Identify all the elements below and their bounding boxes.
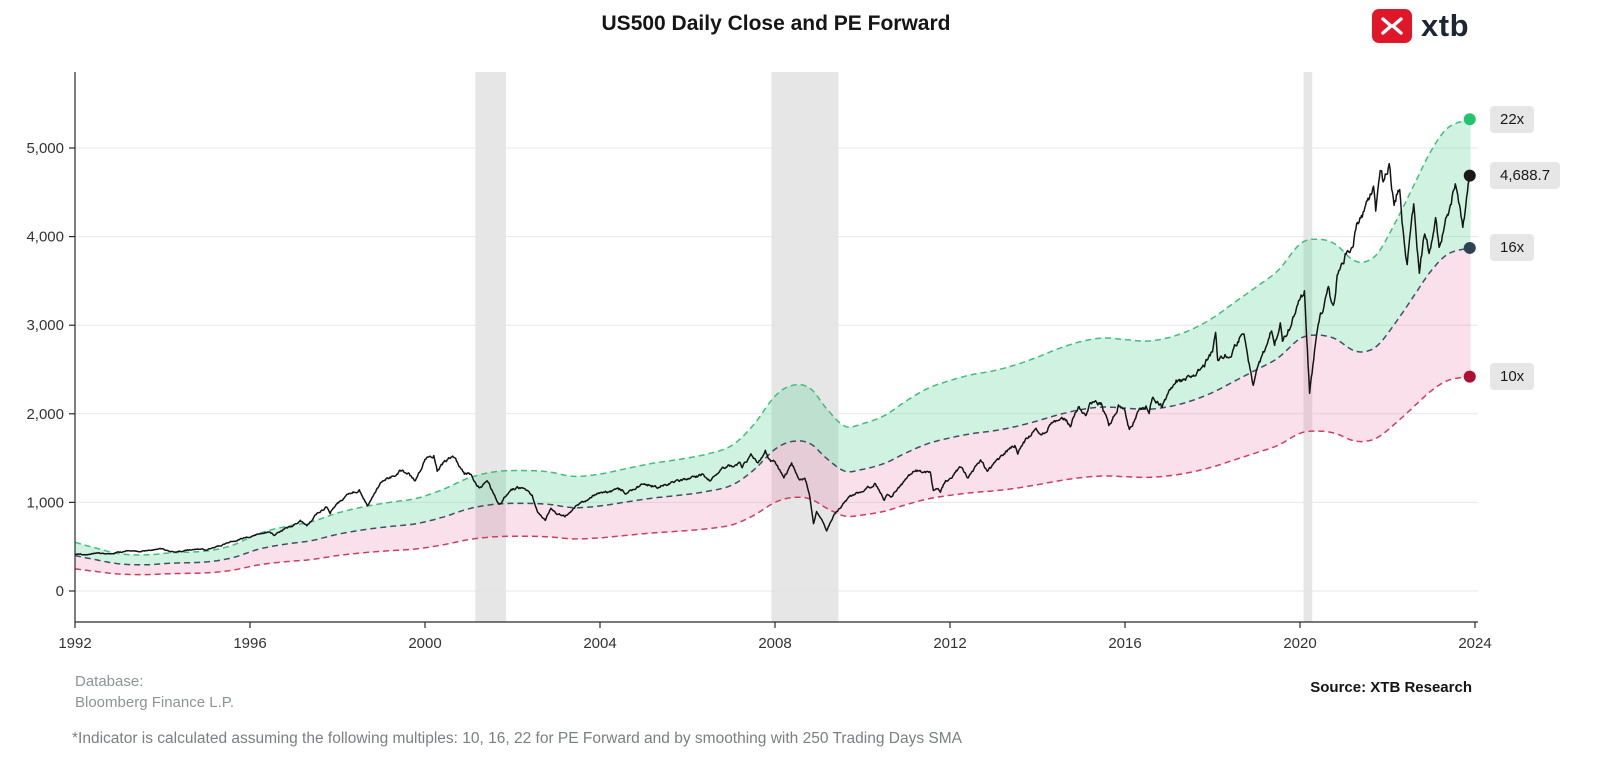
y-tick-label: 2,000 (26, 406, 64, 423)
us500-close-line (75, 162, 1471, 556)
chart-title: US500 Daily Close and PE Forward (601, 12, 951, 35)
database-value: Bloomberg Finance L.P. (75, 694, 234, 711)
y-tick-label: 4,000 (26, 229, 64, 246)
x-tick-label: 2024 (1458, 635, 1491, 652)
database-label: Database: (75, 673, 144, 690)
band-10x-16x (75, 247, 1471, 575)
database-credit: Database: Bloomberg Finance L.P. (75, 671, 234, 713)
line-10x (75, 375, 1471, 576)
x-tick-label: 1992 (58, 635, 91, 652)
y-tick-label: 3,000 (26, 317, 64, 334)
band-16x-22x (75, 119, 1471, 565)
x-tick-label: 1996 (233, 635, 266, 652)
x-tick-label: 2020 (1283, 635, 1316, 652)
x-tick-label: 2004 (583, 635, 616, 652)
series-end-dot (1463, 169, 1476, 182)
x-tick-label: 2008 (758, 635, 791, 652)
xtb-logo: xtb (1372, 9, 1469, 43)
x-tick-label: 2016 (1108, 635, 1141, 652)
end-label-16x: 16x (1490, 234, 1535, 261)
end-label-22x: 22x (1490, 106, 1535, 133)
end-label-10x: 10x (1490, 363, 1535, 390)
xtb-chevrons-icon (1372, 9, 1412, 43)
recession-band (475, 72, 506, 622)
y-tick-label: 0 (56, 583, 64, 600)
source-credit: Source: XTB Research (1310, 679, 1472, 696)
x-tick-label: 2012 (933, 635, 966, 652)
xtb-logo-text: xtb (1421, 8, 1469, 43)
y-tick-label: 5,000 (26, 140, 64, 157)
y-tick-label: 1,000 (26, 494, 64, 511)
series-end-dot (1463, 113, 1476, 126)
series-end-dot (1463, 370, 1476, 383)
x-tick-label: 2000 (408, 635, 441, 652)
end-label-4-688-7: 4,688.7 (1490, 162, 1561, 189)
series-end-dot (1463, 241, 1476, 254)
recession-band (771, 72, 839, 622)
footnote: *Indicator is calculated assuming the fo… (72, 730, 962, 747)
